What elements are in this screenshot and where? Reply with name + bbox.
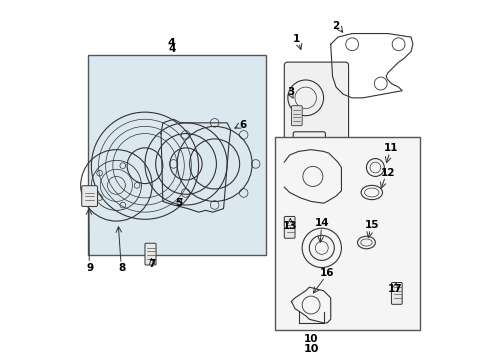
Text: 11: 11 — [384, 143, 399, 153]
Text: 14: 14 — [315, 218, 329, 228]
FancyBboxPatch shape — [82, 186, 98, 206]
Text: 3: 3 — [287, 87, 294, 98]
FancyBboxPatch shape — [88, 55, 267, 255]
FancyBboxPatch shape — [284, 216, 295, 238]
Text: 16: 16 — [320, 268, 334, 278]
FancyBboxPatch shape — [392, 283, 402, 304]
Text: 1: 1 — [293, 34, 300, 44]
Text: 10: 10 — [303, 344, 319, 354]
FancyBboxPatch shape — [292, 106, 302, 126]
Text: 4: 4 — [168, 38, 176, 48]
Text: 2: 2 — [333, 21, 340, 31]
Text: 9: 9 — [86, 262, 93, 273]
Text: 8: 8 — [118, 262, 125, 273]
FancyBboxPatch shape — [293, 132, 325, 157]
Text: 15: 15 — [365, 220, 379, 230]
FancyBboxPatch shape — [275, 137, 420, 330]
Text: 12: 12 — [381, 168, 395, 178]
Text: 13: 13 — [283, 221, 297, 231]
Text: 17: 17 — [388, 284, 402, 294]
Text: 6: 6 — [240, 120, 247, 130]
Text: 4: 4 — [168, 44, 175, 54]
FancyBboxPatch shape — [284, 62, 348, 148]
FancyBboxPatch shape — [145, 243, 156, 265]
Text: 5: 5 — [175, 198, 183, 208]
Text: 7: 7 — [148, 259, 156, 269]
Text: 10: 10 — [304, 334, 318, 344]
